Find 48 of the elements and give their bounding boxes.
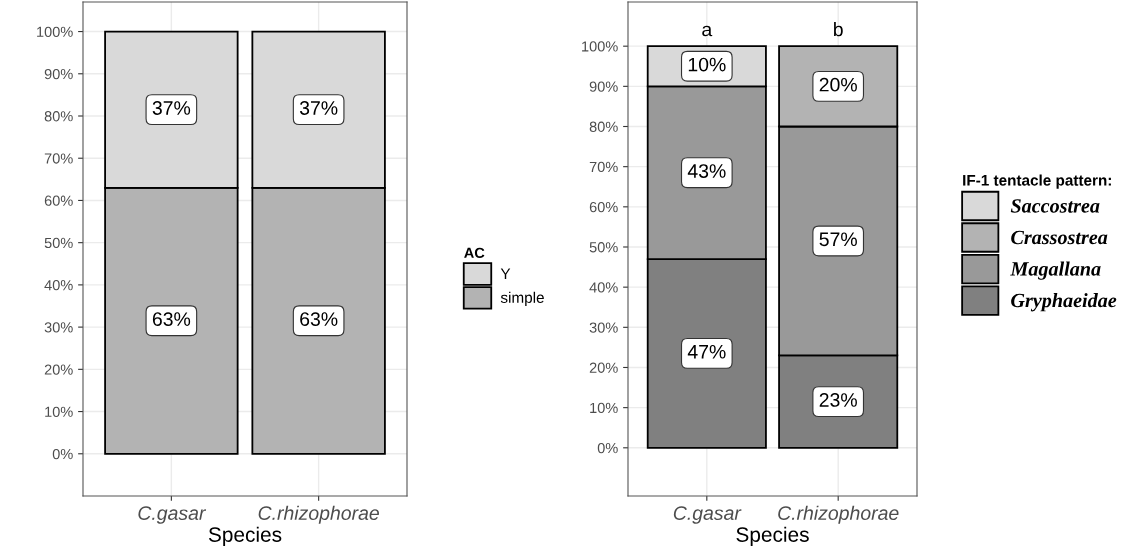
y-tick-label: 30% — [44, 322, 73, 333]
data-label: 20% — [819, 77, 857, 92]
y-tick-label: 70% — [589, 161, 618, 173]
y-tick-label: 50% — [44, 237, 73, 249]
y-tick-label: 10% — [590, 402, 618, 414]
y-tick-label: 90% — [44, 68, 73, 80]
y-tick-label: 80% — [589, 121, 618, 132]
legend-title: IF-1 tentacle pattern: — [963, 174, 1111, 189]
annotation: b — [834, 22, 843, 37]
y-tick-label: 40% — [44, 279, 73, 291]
legend-label: Crassostrea — [1011, 230, 1108, 245]
y-tick-label: 100% — [37, 26, 73, 37]
y-tick-label: 90% — [589, 81, 618, 92]
x-axis-title: Species — [736, 526, 809, 547]
x-tick-label: C.rhizophorae — [258, 505, 379, 524]
y-tick-label: 0% — [597, 442, 618, 454]
y-tick-label: 60% — [44, 195, 73, 206]
y-tick-label: 30% — [589, 322, 618, 333]
y-tick-label: 20% — [44, 364, 73, 375]
legend-label: simple — [500, 291, 544, 306]
data-label: 63% — [300, 312, 338, 326]
legend-label: Gryphaeidae — [1011, 293, 1117, 312]
y-tick-label: 40% — [589, 282, 618, 293]
data-label: 57% — [819, 232, 857, 247]
legend-label: Y — [500, 268, 511, 279]
legend-label: Magallana — [1010, 261, 1101, 280]
x-tick-label: C.gasar — [138, 506, 207, 524]
data-label: 37% — [152, 101, 191, 115]
data-label: 43% — [687, 164, 726, 178]
y-tick-label: 70% — [44, 153, 73, 164]
legend-title: AC — [464, 247, 485, 258]
data-label: 10% — [688, 57, 726, 72]
data-label: 63% — [152, 312, 191, 326]
data-label: 37% — [299, 101, 338, 115]
y-tick-label: 10% — [45, 406, 73, 417]
y-tick-label: 20% — [589, 362, 618, 373]
data-label: 23% — [819, 393, 857, 407]
y-tick-label: 60% — [589, 201, 618, 213]
y-tick-label: 100% — [582, 41, 618, 52]
y-tick-label: 0% — [52, 448, 73, 460]
x-tick-label: C.rhizophorae — [778, 505, 899, 524]
data-label: 47% — [687, 344, 726, 359]
y-tick-label: 50% — [589, 242, 618, 253]
legend-label: Saccostrea — [1010, 199, 1100, 213]
y-tick-label: 80% — [44, 111, 73, 122]
annotation: a — [702, 25, 713, 37]
x-tick-label: C.gasar — [673, 506, 742, 524]
x-axis-title: Species — [208, 526, 282, 547]
